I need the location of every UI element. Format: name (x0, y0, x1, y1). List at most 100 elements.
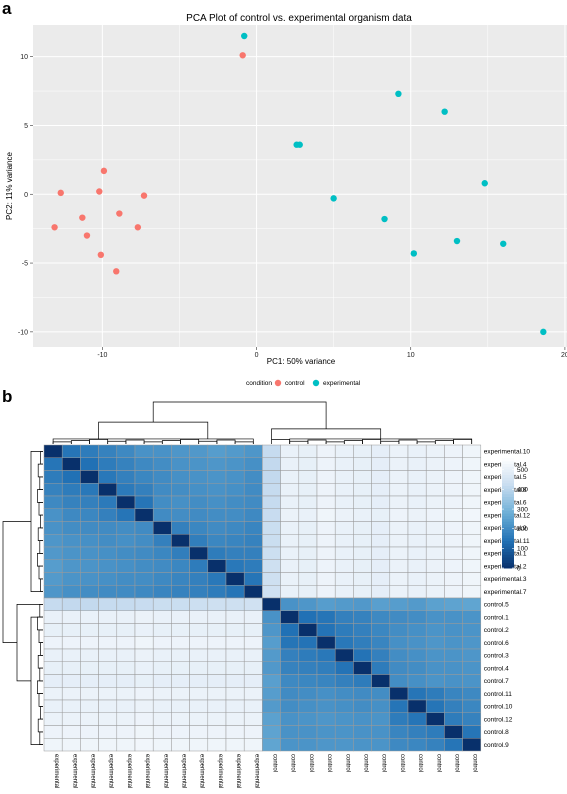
heatmap-cell (298, 725, 318, 739)
heatmap-cell (334, 699, 354, 713)
heatmap-cell (189, 483, 209, 497)
colorbar-segment (502, 499, 514, 503)
heatmap-cell (152, 457, 172, 471)
heatmap-cell (116, 636, 136, 650)
heatmap-cell (189, 712, 209, 726)
heatmap-cell (262, 495, 281, 509)
heatmap-cell (425, 725, 445, 739)
heatmap-cell (371, 534, 391, 548)
heatmap-cell (280, 687, 300, 701)
heatmap-cell (407, 712, 427, 726)
heatmap-cell (98, 648, 118, 662)
heatmap-cell (61, 661, 81, 675)
dendrogram-branch (325, 441, 345, 444)
heatmap-cell (425, 546, 445, 560)
colorbar-segment (502, 466, 514, 470)
column-label: experimental (162, 754, 168, 788)
heatmap-cell (316, 495, 336, 509)
heatmap-cell (407, 623, 427, 637)
heatmap-cell (262, 457, 281, 471)
heatmap-cell (280, 572, 300, 586)
column-label: experimental (71, 754, 77, 788)
heatmap-cell (152, 712, 172, 726)
heatmap-cell (407, 687, 427, 701)
heatmap-cell (61, 610, 81, 624)
point-control (100, 167, 108, 175)
heatmap-cell (334, 725, 354, 739)
row-label: control.3 (484, 653, 509, 660)
heatmap-cell (134, 725, 154, 739)
heatmap-cell (152, 623, 172, 637)
gridlines (33, 25, 567, 347)
dendrogram-branch (39, 667, 43, 682)
heatmap-cell (444, 457, 463, 471)
heatmap-cell (280, 483, 300, 497)
heatmap-cell (298, 610, 318, 624)
heatmap-cell (243, 457, 263, 471)
heatmap-cell (134, 521, 154, 535)
heatmap-cell (152, 597, 172, 611)
heatmap-cell (462, 597, 482, 611)
heatmap-cell (43, 495, 63, 509)
dendrogram-branch (234, 441, 254, 444)
dendrogram-branch (38, 502, 43, 516)
heatmap-cell (152, 699, 172, 713)
heatmap-cell (171, 559, 190, 573)
heatmap-cell (152, 483, 172, 497)
column-label: experimental (199, 754, 205, 788)
heatmap-cell (225, 470, 245, 484)
heatmap-cell (280, 661, 300, 675)
heatmap-cell (61, 636, 81, 650)
heatmap-cell (316, 738, 336, 752)
heatmap-cell (243, 534, 263, 548)
heatmap-cell (225, 699, 245, 713)
heatmap-cell (262, 546, 281, 560)
heatmap-cell (225, 725, 245, 739)
heatmap-cell (462, 470, 482, 484)
heatmap-cell (280, 623, 300, 637)
heatmap-cell (407, 559, 427, 573)
heatmap-cell (262, 572, 281, 586)
heatmap-cell (152, 572, 172, 586)
heatmap-cell (171, 546, 190, 560)
heatmap-cell (98, 546, 118, 560)
colorbar-segment (502, 507, 514, 511)
heatmap-cell (207, 546, 227, 560)
heatmap-cell (243, 674, 263, 688)
heatmap-cell (171, 738, 190, 752)
heatmap-cell (243, 508, 263, 522)
heatmap-cell (61, 623, 81, 637)
colorbar-tick-label: 500 (517, 467, 528, 474)
heatmap-cell (207, 725, 227, 739)
heatmap-cell (134, 597, 154, 611)
heatmap-cell (189, 457, 209, 471)
heatmap-cell (43, 534, 63, 548)
heatmap-cell (61, 648, 81, 662)
x-tick-label: 0 (255, 352, 259, 359)
heatmap-cell (243, 738, 263, 752)
legend-title: condition (246, 380, 272, 387)
heatmap-cell (116, 585, 136, 599)
heatmap-cell (316, 546, 336, 560)
dendrogram-root (2, 521, 31, 643)
dendrogram-branch (37, 553, 43, 567)
column-label: experimental (53, 754, 59, 788)
point-control (79, 214, 86, 221)
heatmap-cell (207, 636, 227, 650)
heatmap-cell (316, 674, 336, 688)
y-axis-label: PC2: 11% variance (5, 152, 14, 220)
heatmap-cell (152, 559, 172, 573)
heatmap-cell (43, 687, 63, 701)
column-labels: experimental experimental experimental expe… (53, 754, 478, 788)
panel-a-letter: a (2, 0, 12, 18)
heatmap-cell (262, 483, 281, 497)
point-control (113, 268, 120, 275)
heatmap-cell (171, 508, 190, 522)
point-experimental (381, 215, 388, 223)
heatmap-cell (280, 674, 300, 688)
heatmap-cell (43, 738, 63, 752)
heatmap-cell (134, 534, 154, 548)
heatmap-cell (61, 508, 81, 522)
colorbar-segment (502, 491, 514, 495)
heatmap-cell (80, 546, 99, 560)
